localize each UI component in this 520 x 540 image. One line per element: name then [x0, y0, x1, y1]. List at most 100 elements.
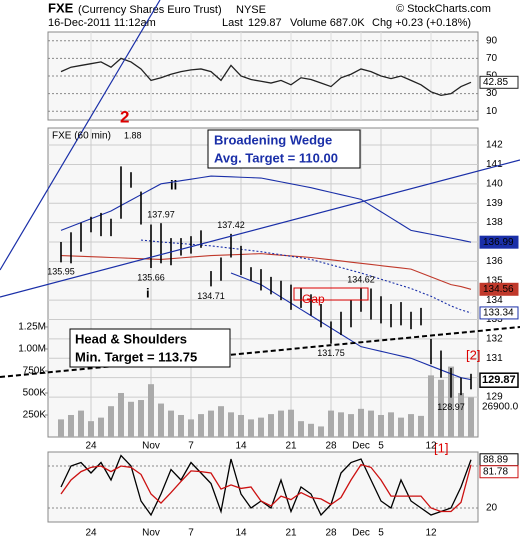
- value-box: [479, 235, 519, 249]
- wedge-box: [207, 129, 361, 169]
- y-tick-label: 141: [486, 159, 503, 170]
- y-tick-label: 90: [486, 35, 498, 46]
- last-price: 129.87: [482, 374, 516, 386]
- security-name: (Currency Shares Euro Trust): [78, 4, 222, 16]
- price-label: 128.97: [437, 402, 465, 412]
- last-value: 81.78: [483, 466, 508, 477]
- value-box: [479, 75, 519, 89]
- value-box: [479, 282, 519, 296]
- volume-bar: [388, 412, 394, 437]
- price-label: 135.66: [137, 272, 165, 282]
- x-tick-label: Dec: [352, 441, 370, 452]
- volume-bar: [58, 419, 64, 437]
- volume-tick-label: 250K: [23, 410, 47, 421]
- volume-bar: [428, 375, 434, 437]
- overlay-line: [140, 239, 472, 314]
- wave-label: i: [146, 285, 150, 300]
- overlay-value: 136.99: [483, 237, 514, 248]
- volume-bar: [438, 379, 444, 437]
- y-tick-label: 133: [486, 314, 503, 325]
- y-tick-label: 138: [486, 217, 503, 228]
- x-tick-label: 14: [235, 441, 247, 452]
- y-tick-label: 136: [486, 256, 503, 267]
- panel: [47, 127, 479, 438]
- x-tick-label: Nov: [142, 441, 160, 452]
- x-tick-label: 21: [285, 528, 297, 539]
- volume-bar: [358, 408, 364, 437]
- y-tick-label: 134: [486, 295, 503, 306]
- x-tick-label: 28: [325, 441, 337, 452]
- trend-line: [0, 159, 520, 298]
- indicator-line: [60, 463, 472, 513]
- volume-bar: [278, 410, 284, 437]
- x-tick-label: 21: [285, 441, 297, 452]
- panel: [47, 31, 479, 121]
- overlay-value: 134.56: [483, 284, 514, 295]
- volume-bar: [328, 410, 334, 437]
- volume-bar: [228, 412, 234, 437]
- volume-bar: [168, 410, 174, 437]
- volume-bar: [178, 414, 184, 437]
- y-tick-label: 132: [486, 334, 503, 345]
- symbol: FXE: [48, 0, 74, 15]
- volume-bar: [68, 414, 74, 437]
- volume-bar: [128, 401, 134, 437]
- y-tick-label: 20: [486, 503, 498, 514]
- x-tick-label: 24: [85, 528, 97, 539]
- volume-bar: [148, 384, 154, 437]
- y-tick-label: 139: [486, 198, 503, 209]
- volume-bar: [138, 400, 144, 437]
- volume-bar: [378, 414, 384, 437]
- y-tick-label: 10: [486, 106, 498, 117]
- y-tick-label: 135: [486, 275, 503, 286]
- indicator-line: [60, 57, 472, 97]
- volume-tick-label: 1.25M: [18, 322, 46, 333]
- overlay-line: [60, 175, 472, 243]
- last-value: 42.85: [483, 77, 508, 88]
- ratio-label: 1.88: [124, 130, 142, 140]
- x-tick-label: 24: [85, 441, 97, 452]
- gap-box: [293, 287, 369, 301]
- volume-bar: [348, 414, 354, 437]
- neckline: [0, 326, 520, 378]
- indicator-line: [60, 454, 472, 517]
- volume-bar: [88, 421, 94, 437]
- volume-bar: [298, 421, 304, 437]
- x-tick-label: Nov: [142, 528, 160, 539]
- y-tick-label: 70: [486, 53, 498, 64]
- y-tick-label: 30: [486, 88, 498, 99]
- volume-bar: [398, 417, 404, 437]
- volume-tick-label: 500K: [23, 388, 47, 399]
- value-box: [479, 465, 519, 479]
- volume-text: Volume 687.0K: [290, 17, 365, 29]
- volume-bar: [258, 417, 264, 437]
- y-tick-label: 142: [486, 140, 503, 151]
- last-value: 88.89: [483, 454, 508, 465]
- x-tick-label: 7: [188, 528, 194, 539]
- volume-bar: [98, 417, 104, 437]
- volume-bar: [338, 412, 344, 437]
- change-text: Chg +0.23 (+0.18%): [372, 17, 471, 29]
- volume-bar: [288, 409, 294, 437]
- volume-bar: [468, 397, 474, 437]
- overlay-line: [60, 253, 472, 290]
- volume-bar: [188, 419, 194, 437]
- price-label: 131.75: [317, 348, 345, 358]
- x-tick-label: 14: [235, 528, 247, 539]
- x-tick-label: 12: [425, 528, 437, 539]
- volume-bar: [268, 414, 274, 437]
- volume-bar: [308, 423, 314, 437]
- wave-label: 2: [120, 107, 129, 126]
- volume-bar: [158, 403, 164, 437]
- value-box: [479, 372, 519, 388]
- panel: [47, 451, 479, 523]
- trend-line: [0, 0, 161, 271]
- hs-target: Min. Target = 113.75: [75, 349, 197, 364]
- value-box: [479, 306, 519, 320]
- x-tick-label: 12: [425, 441, 437, 452]
- volume-bar: [448, 366, 454, 437]
- y-tick-label: 129: [486, 392, 503, 403]
- volume-scale-label: 26900.0: [482, 402, 519, 413]
- volume-bar: [218, 406, 224, 437]
